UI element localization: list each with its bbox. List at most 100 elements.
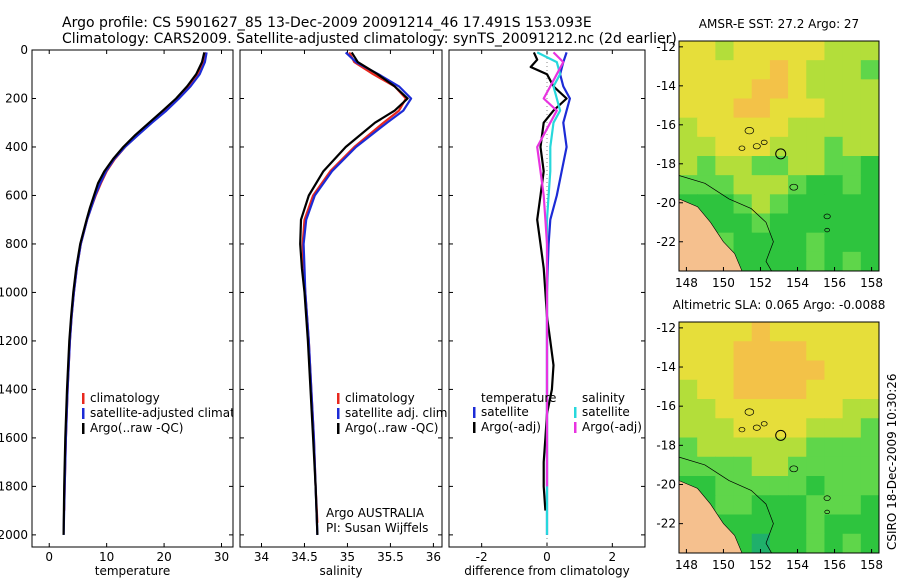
difference-legend-2-swatch xyxy=(574,407,577,418)
sla-map-cell xyxy=(715,476,735,496)
sst-map-cell xyxy=(697,136,716,157)
sla-map-cell xyxy=(806,418,826,439)
sst-map-cell xyxy=(733,232,753,253)
sla-map-cell xyxy=(824,360,844,381)
sla-map-cell xyxy=(824,476,844,496)
sst-map-cell xyxy=(733,175,753,195)
sst-map-cell xyxy=(860,136,879,157)
sla-map-cell xyxy=(806,360,826,381)
sla-map-reef-2 xyxy=(738,427,746,433)
sla-map-cell xyxy=(697,399,716,419)
sst-map-cell xyxy=(842,156,862,176)
sla-map-cell xyxy=(806,514,826,535)
sla-map-cell xyxy=(860,514,879,535)
sst-map-cell xyxy=(824,194,844,215)
sst-map-ytick-label: -12 xyxy=(656,40,676,54)
sst-map-cell xyxy=(733,194,753,215)
sla-map-cell xyxy=(715,456,735,477)
sla-map-reef-5 xyxy=(823,495,831,501)
sla-map-cell xyxy=(769,379,789,400)
sst-map-cell xyxy=(842,60,862,80)
sst-map-cell xyxy=(679,98,698,119)
temperature-panel: 0 10 20 30 0 200 400 600 800 1000 1200 1400 1600 1800… xyxy=(0,43,268,578)
sla-map-cell xyxy=(733,476,753,496)
sla-map-cell xyxy=(842,322,862,342)
sla-map-cell xyxy=(824,495,844,516)
sst-map-cell xyxy=(842,79,862,100)
sla-map-cell xyxy=(788,399,807,419)
sst-map-cell xyxy=(715,41,735,61)
sla-map-cell xyxy=(860,360,879,381)
sst-map-cell xyxy=(679,41,698,61)
sst-map-xtick-label: 150 xyxy=(712,276,735,290)
sla-map-xtick-label: 152 xyxy=(749,558,772,572)
salinity-xlabel: salinity xyxy=(319,564,362,578)
sst-map-cell xyxy=(697,156,716,176)
sla-map-cell xyxy=(788,418,807,439)
sst-map-cell xyxy=(751,60,771,80)
salinity-legend-2-swatch xyxy=(337,423,340,434)
sla-map-cell xyxy=(860,418,879,439)
sla-map-reef-0 xyxy=(744,408,755,416)
sla-map-cell xyxy=(842,495,862,516)
temperature-legend-2-swatch xyxy=(82,423,85,434)
difference-legend-3-swatch xyxy=(574,422,577,433)
sla-map-cell xyxy=(751,322,771,342)
sst-map-cell xyxy=(806,136,826,157)
sst-map-cell xyxy=(733,117,753,138)
sst-map-cell xyxy=(788,41,807,61)
sst-map-title: AMSR-E SST: 27.2 Argo: 27 xyxy=(699,17,859,31)
sst-map-cell xyxy=(679,117,698,138)
sla-map-cell xyxy=(697,456,716,477)
sla-map-cell xyxy=(697,322,716,342)
sla-map-cell xyxy=(769,399,789,419)
sst-map-cell xyxy=(860,194,879,215)
sst-map-cell xyxy=(806,251,826,271)
sla-map-cell xyxy=(860,476,879,496)
sst-map-cell xyxy=(824,136,844,157)
sst-map-cell xyxy=(860,213,879,234)
difference-series-3 xyxy=(536,51,565,487)
sla-map-cell xyxy=(715,360,735,381)
sla-map-cell xyxy=(788,514,807,535)
sla-map-cell xyxy=(715,495,735,516)
sla-map-cell xyxy=(860,322,879,342)
temperature-legend-1-label: satellite-adjusted climatology xyxy=(90,406,268,420)
sla-map-reef-3 xyxy=(760,421,768,427)
sst-map-land xyxy=(679,198,743,271)
sst-map-cell xyxy=(842,232,862,253)
sst-map-cell xyxy=(733,213,753,234)
temperature-ytick-label: 1800 xyxy=(0,479,28,493)
sla-map-cell xyxy=(733,341,753,362)
sst-map-cell xyxy=(715,117,735,138)
sla-map-cell xyxy=(751,495,771,516)
sst-map-cell xyxy=(860,79,879,100)
sst-map-cell xyxy=(769,251,789,271)
sst-map-cell xyxy=(733,98,753,119)
difference-legend-1-swatch xyxy=(473,422,476,433)
temperature-ytick-label: 1000 xyxy=(0,285,28,299)
temperature-xtick-label: 20 xyxy=(156,550,171,564)
sst-map-cell xyxy=(788,232,807,253)
sla-map-xtick-label: 150 xyxy=(712,558,735,572)
sst-map-reef-4 xyxy=(789,183,799,191)
sst-map-cell xyxy=(860,41,879,61)
sla-map-cell xyxy=(679,379,698,400)
sst-map-reef-2 xyxy=(738,145,746,151)
sst-map-reef-6 xyxy=(824,227,830,233)
sla-map-cell xyxy=(824,379,844,400)
difference-legend-1-label: Argo(-adj) xyxy=(481,420,541,434)
sla-map-cell xyxy=(842,379,862,400)
sst-map-cell xyxy=(806,213,826,234)
sst-map-cell xyxy=(860,98,879,119)
sla-map-cell xyxy=(824,437,844,458)
salinity-annotation-1: PI: Susan Wijffels xyxy=(326,521,428,535)
sst-map-cell xyxy=(788,194,807,215)
sla-map-cell xyxy=(697,341,716,362)
sla-map-land xyxy=(679,480,743,553)
sla-map-cell xyxy=(697,379,716,400)
salinity-frame xyxy=(239,49,443,548)
sst-map-xtick-label: 154 xyxy=(786,276,809,290)
salinity-xtick-label: 34 xyxy=(254,550,269,564)
